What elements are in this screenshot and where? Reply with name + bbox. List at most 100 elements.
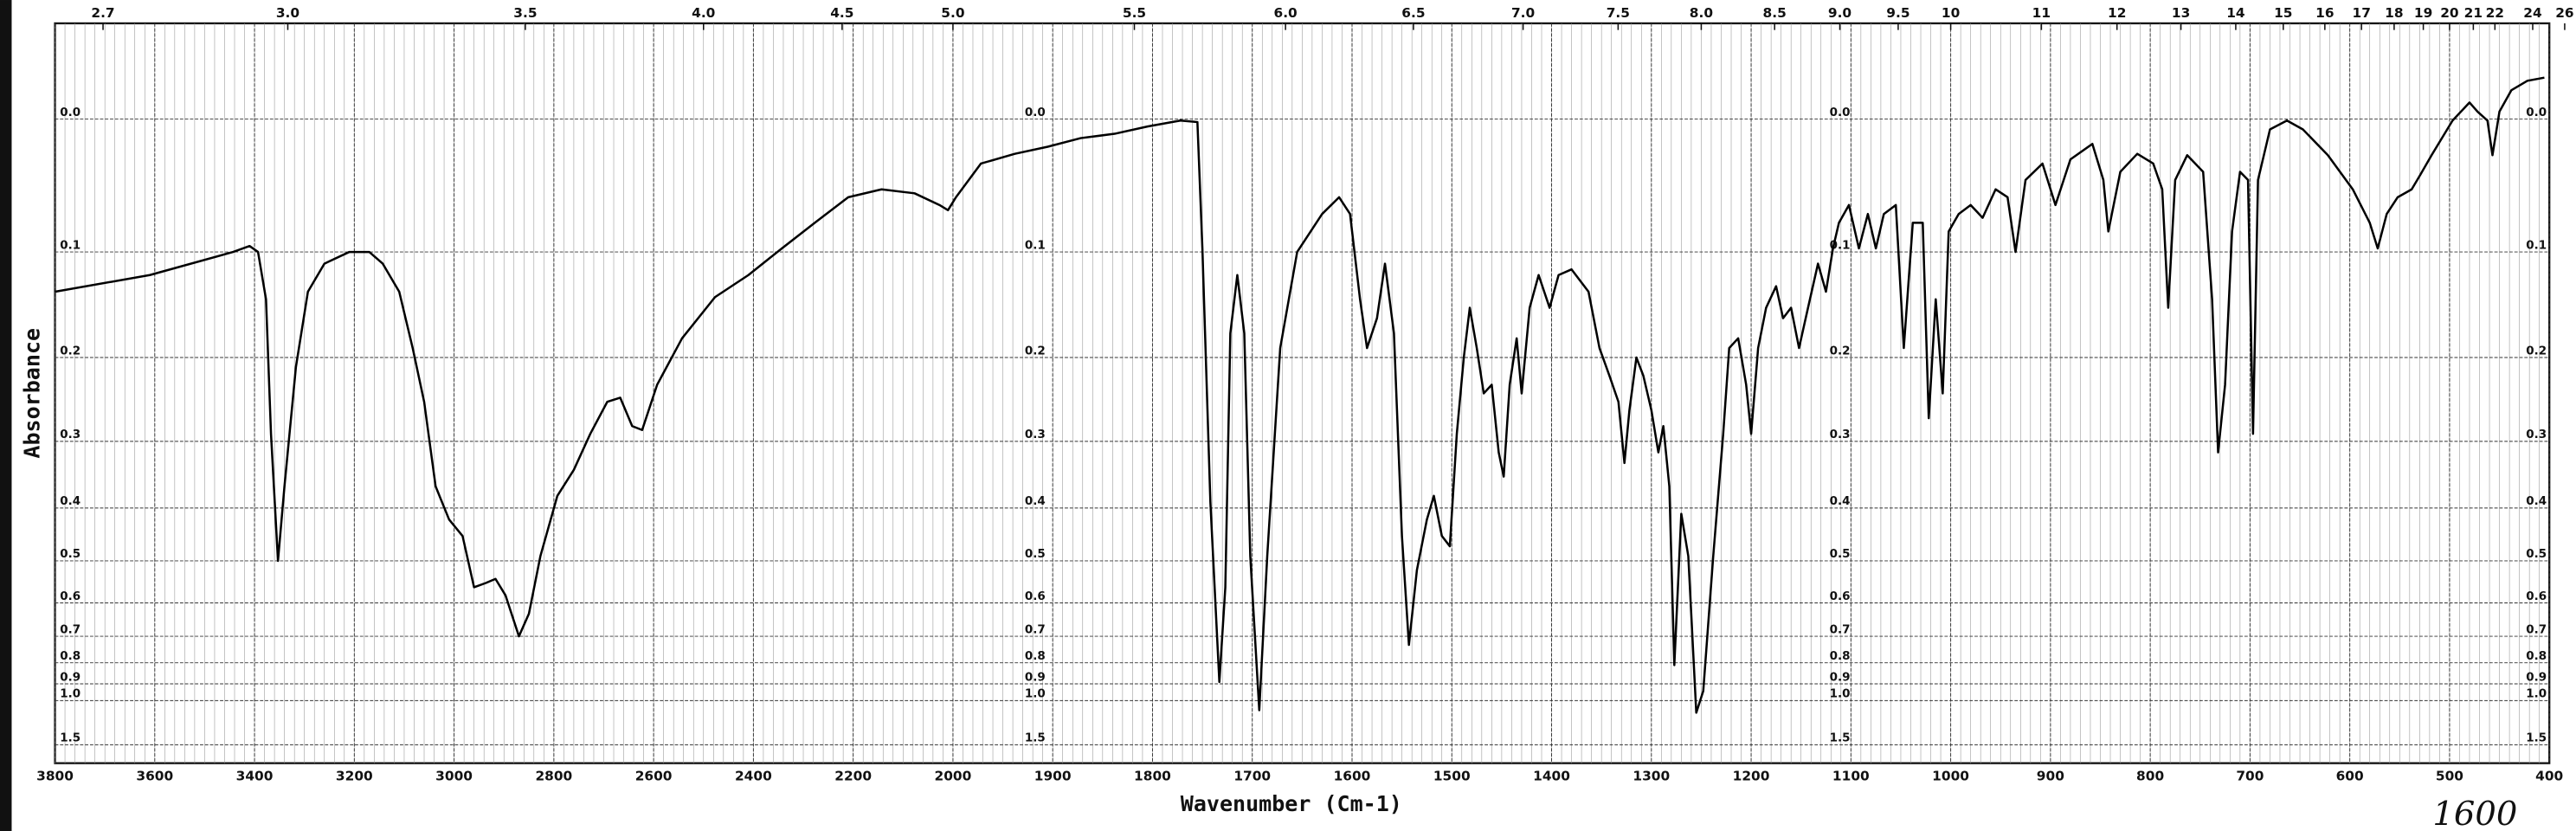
y-tick-label: 1.5	[60, 731, 80, 745]
x-tick-label: 900	[2037, 769, 2064, 784]
x2-tick-label: 7.0	[1511, 5, 1535, 21]
x-tick-label: 1400	[1533, 769, 1570, 784]
x-tick-label: 2000	[935, 769, 972, 784]
x2-tick-label: 12	[2108, 5, 2126, 21]
y-tick-label: 1.5	[1025, 731, 1046, 745]
x2-tick-label: 21	[2464, 5, 2483, 21]
y-tick-label: 0.9	[2526, 670, 2547, 684]
x-tick-label: 3400	[236, 769, 274, 784]
y-tick-label: 0.6	[2526, 589, 2547, 603]
x-axis-label: Wavenumber (Cm-1)	[1181, 791, 1402, 816]
x2-tick-label: 7.5	[1607, 5, 1630, 21]
x2-tick-label: 9.5	[1886, 5, 1909, 21]
y-tick-label: 0.3	[1025, 428, 1046, 441]
x-tick-label: 3800	[36, 769, 74, 784]
x-tick-label: 2600	[635, 769, 673, 784]
y-tick-label: 0.3	[2526, 428, 2547, 441]
x-tick-label: 3200	[336, 769, 373, 784]
y-tick-label: 0.5	[60, 547, 80, 561]
y-tick-label: 0.4	[1025, 494, 1046, 508]
x-tick-label: 1500	[1433, 769, 1471, 784]
x-tick-label: 1100	[1832, 769, 1870, 784]
y-tick-label: 0.4	[2526, 494, 2547, 508]
x2-tick-label: 10	[1942, 5, 1960, 21]
x2-tick-label: 13	[2172, 5, 2190, 21]
y-tick-label: 0.0	[2526, 106, 2547, 119]
x-tick-label: 2400	[735, 769, 772, 784]
x-tick-label: 2800	[535, 769, 572, 784]
x-tick-label: 1600	[1334, 769, 1371, 784]
x2-tick-label: 24	[2523, 5, 2541, 21]
y-tick-label: 0.7	[1830, 622, 1851, 636]
x-tick-label: 500	[2436, 769, 2463, 784]
x2-tick-label: 8.5	[1763, 5, 1787, 21]
y-tick-label: 0.1	[60, 238, 80, 252]
x2-tick-label: 19	[2414, 5, 2432, 21]
y-axis-label: Absorbance	[19, 328, 44, 459]
x-tick-label: 1300	[1633, 769, 1670, 784]
y-tick-label: 0.9	[1025, 670, 1046, 684]
y-tick-label: 0.7	[2526, 622, 2547, 636]
x2-tick-label: 5.0	[941, 5, 964, 21]
x2-tick-label: 11	[2032, 5, 2051, 21]
x2-tick-label: 26	[2555, 5, 2573, 21]
x2-tick-label: 4.0	[692, 5, 715, 21]
x-tick-label: 800	[2136, 769, 2164, 784]
y-tick-label: 0.8	[60, 649, 80, 663]
y-tick-label: 0.6	[1830, 589, 1851, 603]
spectrum-line	[55, 76, 2545, 714]
y-tick-label: 0.2	[2526, 344, 2547, 358]
x2-tick-label: 3.0	[276, 5, 299, 21]
y-tick-label: 0.3	[1830, 428, 1851, 441]
x-tick-label: 1200	[1733, 769, 1770, 784]
x2-tick-label: 4.5	[830, 5, 853, 21]
y-tick-label: 0.9	[60, 670, 80, 684]
x2-tick-label: 15	[2274, 5, 2292, 21]
y-tick-label: 1.0	[1025, 687, 1046, 701]
y-tick-label: 0.6	[60, 589, 80, 603]
y-tick-label: 0.5	[1830, 547, 1851, 561]
x2-tick-label: 2.7	[91, 5, 114, 21]
x2-tick-label: 6.0	[1274, 5, 1298, 21]
x-tick-label: 1800	[1134, 769, 1171, 784]
x2-tick-label: 18	[2385, 5, 2403, 21]
y-tick-label: 0.0	[60, 106, 80, 119]
y-tick-label: 0.1	[2526, 238, 2547, 252]
y-tick-label: 0.5	[2526, 547, 2547, 561]
x-tick-label: 2200	[834, 769, 872, 784]
x-tick-label: 3000	[435, 769, 473, 784]
y-tick-label: 0.8	[1025, 649, 1046, 663]
y-tick-label: 0.1	[1025, 238, 1046, 252]
y-tick-label: 1.5	[1830, 731, 1851, 745]
x2-tick-label: 3.5	[513, 5, 537, 21]
x2-tick-label: 22	[2486, 5, 2504, 21]
y-tick-label: 0.5	[1025, 547, 1046, 561]
x2-tick-label: 14	[2226, 5, 2244, 21]
x2-tick-label: 5.5	[1123, 5, 1146, 21]
y-tick-label: 1.0	[60, 687, 80, 701]
y-tick-label: 0.6	[1025, 589, 1046, 603]
x-tick-label: 600	[2336, 769, 2364, 784]
y-tick-label: 0.7	[1025, 622, 1046, 636]
x-tick-label: 3600	[136, 769, 173, 784]
y-tick-label: 0.0	[1830, 106, 1851, 119]
y-tick-label: 0.7	[60, 622, 80, 636]
x-tick-label: 1000	[1932, 769, 1969, 784]
y-tick-label: 0.9	[1830, 670, 1851, 684]
y-tick-label: 1.5	[2526, 731, 2547, 745]
y-tick-label: 0.0	[1025, 106, 1046, 119]
y-tick-label: 0.3	[60, 428, 80, 441]
x-tick-label: 400	[2535, 769, 2563, 784]
handwritten-note: 1600	[2432, 795, 2517, 831]
x2-tick-label: 9.0	[1828, 5, 1852, 21]
y-tick-label: 1.0	[1830, 687, 1851, 701]
y-tick-label: 0.4	[60, 494, 80, 508]
x-tick-label: 1900	[1034, 769, 1072, 784]
x-tick-label: 700	[2236, 769, 2264, 784]
x2-tick-label: 17	[2353, 5, 2371, 21]
x2-tick-label: 8.0	[1690, 5, 1713, 21]
y-tick-label: 0.2	[1830, 344, 1851, 358]
y-tick-label: 1.0	[2526, 687, 2547, 701]
